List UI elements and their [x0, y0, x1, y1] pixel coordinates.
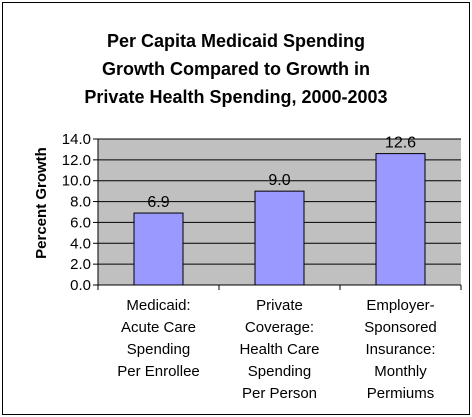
category-label-3: Employer-Sponsored Insurance: Monthly Permi… [364, 297, 437, 402]
data-label-1: 6.9 [147, 194, 169, 211]
data-label-2: 9.0 [268, 172, 290, 189]
category-labels: Medicaid: Acute Care Spending Per Enrollee P… [117, 297, 437, 402]
chart-title: Per Capita Medicaid Spending Growth Comp… [84, 31, 387, 107]
data-label-3: 12.6 [385, 135, 416, 152]
bar-chart: Per Capita Medicaid Spending Growth Comp… [3, 3, 469, 414]
chart-title-line-3: Private Health Spending, 2000-2003 [84, 87, 387, 107]
y-tick-label: 10.0 [62, 173, 91, 190]
y-tick-labels: 0.0 2.0 4.0 6.0 8.0 10.0 12.0 14.0 [62, 131, 91, 294]
y-tick-label: 12.0 [62, 152, 91, 169]
category-label-1: Medicaid: Acute Care Spending Per Enrollee [117, 297, 200, 380]
y-axis-label: Percent Growth [33, 147, 50, 259]
y-tick-label: 6.0 [70, 214, 91, 231]
bar-1 [134, 213, 183, 285]
bar-2 [255, 191, 304, 285]
bar-3 [376, 154, 425, 285]
category-label-2: Private Coverage: Health Care Spending Per P… [239, 297, 319, 402]
y-tick-label: 4.0 [70, 235, 91, 252]
chart-title-line-1: Per Capita Medicaid Spending [107, 31, 365, 51]
chart-title-line-2: Growth Compared to Growth in [102, 59, 370, 79]
y-tick-label: 2.0 [70, 256, 91, 273]
y-tick-label: 0.0 [70, 277, 91, 294]
y-tick-label: 14.0 [62, 131, 91, 148]
y-tick-label: 8.0 [70, 194, 91, 211]
